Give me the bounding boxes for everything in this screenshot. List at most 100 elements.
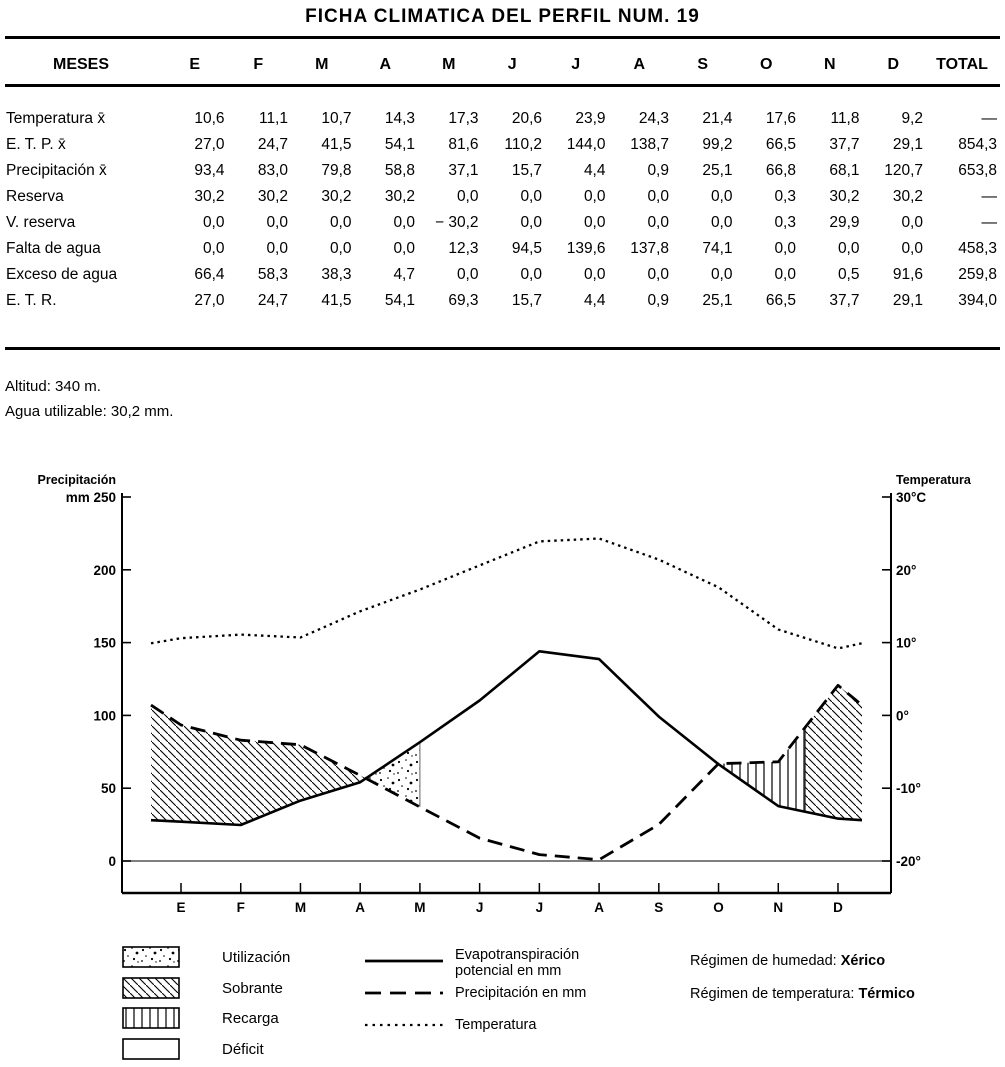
right-tick-label: 10° (896, 636, 916, 651)
table-cell: 29,1 (892, 136, 923, 153)
row-label: Temperatura x̄ (6, 110, 106, 127)
month-label: D (833, 900, 843, 915)
table-cell: 69,3 (448, 292, 479, 309)
table-cell: 120,7 (884, 162, 923, 179)
chart-labels: 0 50 100 150 200 mm 250 Precipitación 30°C 20° 10… (38, 473, 972, 915)
right-tick-label: 20° (896, 563, 916, 578)
table-cell: 30,2 (892, 188, 923, 205)
table-cell: 23,9 (575, 110, 606, 127)
table-cell: 0,0 (583, 266, 606, 283)
column-header: F (253, 56, 264, 73)
table-cell: 0,9 (647, 162, 669, 179)
table-cell: 91,6 (892, 266, 923, 283)
chart-areas (151, 685, 862, 825)
table-row: Falta de agua 0,0 0,0 0,0 0,0 12,3 94,5 139,6 13… (5, 236, 999, 262)
table-cell: 58,3 (257, 266, 288, 283)
table-cell: 58,8 (384, 162, 415, 179)
spacer-row (5, 86, 999, 106)
table-cell: 0,0 (329, 240, 352, 257)
table-cell: 0,0 (456, 188, 479, 205)
left-axis-title: Precipitación (38, 473, 117, 487)
table-cell: 11,1 (258, 110, 288, 127)
row-total: 259,8 (958, 266, 997, 283)
table-cell: 0,0 (901, 240, 923, 257)
column-header: A (633, 56, 646, 73)
table-cell: 25,1 (702, 292, 733, 309)
column-header: D (887, 56, 900, 73)
climate-table: MESES E F M A M J J A S O N D TOTAL Temperatura x̄ 10,… (5, 44, 999, 314)
table-cell: 0,0 (266, 240, 288, 257)
table-cell: 54,1 (384, 292, 415, 309)
right-tick-label: -20° (896, 854, 921, 869)
table-cell: 0,0 (710, 214, 733, 231)
table-cell: 0,0 (583, 188, 606, 205)
chart-lines (150, 537, 863, 862)
table-row: V. reserva 0,0 0,0 0,0 0,0 − 30,2 0,0 0,0 0,0 0,0… (5, 210, 999, 236)
table-cell: 29,1 (892, 292, 923, 309)
table-cell: 30,2 (384, 188, 415, 205)
table-cell: 11,8 (830, 110, 860, 127)
left-tick-label: 0 (108, 854, 116, 869)
table-cell: 0,0 (774, 266, 796, 283)
month-label: F (237, 900, 245, 915)
table-cell: 0,0 (202, 240, 225, 257)
table-row: Reserva 30,2 30,2 30,2 30,2 0,0 0,0 0,0 0,0 0,0 0,… (5, 184, 999, 210)
table-cell: 0,3 (774, 188, 796, 205)
column-header: N (823, 56, 836, 73)
month-label: N (773, 900, 783, 915)
table-cell: 0,0 (520, 214, 542, 231)
table-cell: 0,0 (774, 240, 796, 257)
table-cell: 0,3 (774, 214, 796, 231)
table-cell: 0,0 (647, 188, 669, 205)
table-cell: 10,6 (194, 110, 225, 127)
usable-water-note: Agua utilizable: 30,2 mm. (5, 403, 174, 420)
table-cell: 37,1 (448, 162, 479, 179)
month-label: S (654, 900, 663, 915)
right-tick-label: 0° (896, 708, 909, 723)
table-cell: 30,2 (321, 188, 352, 205)
table-cell: 66,4 (194, 266, 225, 283)
row-total: 854,3 (958, 136, 997, 153)
legend-line-label: Evapotranspiración potencial en mm (455, 947, 580, 979)
column-header: MESES (53, 56, 110, 73)
table-cell: 94,5 (511, 240, 542, 257)
table-cell: 66,5 (765, 136, 796, 153)
column-header: S (697, 56, 709, 73)
table-row: E. T. P. x̄ 27,0 24,7 41,5 54,1 81,6 110,2 144,… (5, 132, 999, 158)
notes-block: Altitud: 340 m. Agua utilizable: 30,2 mm… (5, 374, 173, 424)
table-cell: 20,6 (511, 110, 542, 127)
month-label: A (355, 900, 365, 915)
legend-swatch-dots (122, 946, 180, 968)
table-cell: 21,4 (702, 110, 733, 127)
legend-line-label: Temperatura (455, 1017, 537, 1033)
table-cell: 37,7 (829, 136, 860, 153)
table-cell: 0,0 (710, 266, 733, 283)
table-cell: 30,2 (194, 188, 225, 205)
table-cell: 0,5 (837, 266, 860, 283)
row-label: Reserva (6, 188, 64, 205)
table-cell: 24,7 (257, 292, 288, 309)
row-total: 394,0 (958, 292, 997, 309)
table-cell: 27,0 (194, 136, 225, 153)
table-cell: 0,0 (647, 214, 669, 231)
table-row: E. T. R. 27,0 24,7 41,5 54,1 69,3 15,7 4,4 0,9 25… (5, 288, 999, 314)
document-title: FICHA CLIMATICA DEL PERFIL NUM. 19 (305, 6, 700, 27)
regime-label: Régimen de temperatura: (690, 986, 859, 1002)
month-label: A (594, 900, 604, 915)
month-label: J (476, 900, 484, 915)
temperatura-line (150, 537, 863, 650)
table-cell: 17,3 (448, 110, 479, 127)
table-cell: 0,9 (647, 292, 669, 309)
table-cell: 79,8 (321, 162, 352, 179)
table-cell: 0,0 (520, 266, 542, 283)
table-cell: 0,0 (329, 214, 352, 231)
area-recarga (717, 727, 806, 812)
left-tick-label: 150 (93, 636, 116, 651)
right-axis-title: Temperatura (896, 473, 972, 487)
table-cell: 15,7 (511, 292, 542, 309)
column-header: A (379, 56, 392, 73)
row-label: Precipitación x̄ (6, 162, 107, 179)
legend-area-label: Déficit (222, 1041, 264, 1058)
table-cell: 10,7 (321, 110, 352, 127)
left-tick-label: 200 (93, 563, 116, 578)
